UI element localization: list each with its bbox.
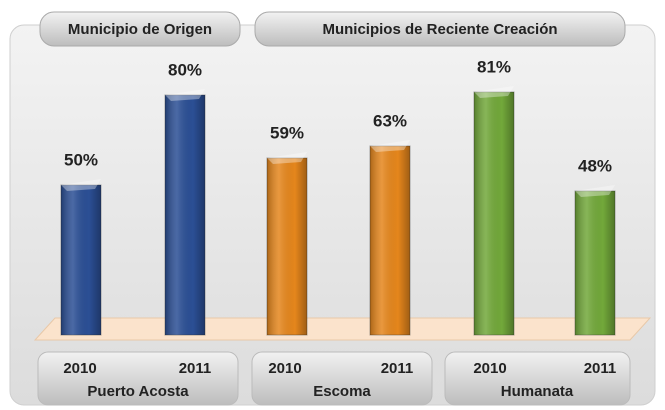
value-label: 48% <box>578 156 612 175</box>
group-box <box>251 351 433 406</box>
group-label: Humanata <box>501 383 574 400</box>
bar-shade <box>474 92 514 335</box>
bar-bevel <box>370 140 410 152</box>
panel-tab <box>254 11 626 47</box>
bar-bevel <box>267 152 307 164</box>
x-tick-label: 2011 <box>179 360 212 377</box>
bar-bevel <box>165 89 205 101</box>
panel-title: Municipio de Origen <box>68 21 212 38</box>
floor <box>33 317 652 341</box>
x-tick-label: 2011 <box>381 360 414 377</box>
panel-tab <box>39 11 241 47</box>
background-panel <box>9 24 656 406</box>
x-tick-label: 2011 <box>584 360 617 377</box>
bar-shade <box>370 146 410 335</box>
group-label: Puerto Acosta <box>87 383 189 400</box>
bar-shade <box>61 185 101 335</box>
group-box <box>37 351 239 406</box>
bar-shade <box>575 191 615 335</box>
x-tick-label: 2010 <box>473 360 506 377</box>
panel-title: Municipios de Reciente Creación <box>322 21 557 38</box>
bar-bevel <box>61 179 101 191</box>
value-label: 63% <box>373 111 407 130</box>
bar-bevel <box>575 185 615 197</box>
bar-shade <box>165 95 205 335</box>
group-label: Escoma <box>313 383 371 400</box>
x-tick-label: 2010 <box>63 360 96 377</box>
value-label: 50% <box>64 150 98 169</box>
bar-shade <box>267 158 307 335</box>
bar-bevel <box>474 86 514 98</box>
value-label: 81% <box>477 57 511 76</box>
group-box <box>444 351 631 406</box>
value-label: 59% <box>270 123 304 142</box>
value-label: 80% <box>168 60 202 79</box>
x-tick-label: 2010 <box>268 360 301 377</box>
